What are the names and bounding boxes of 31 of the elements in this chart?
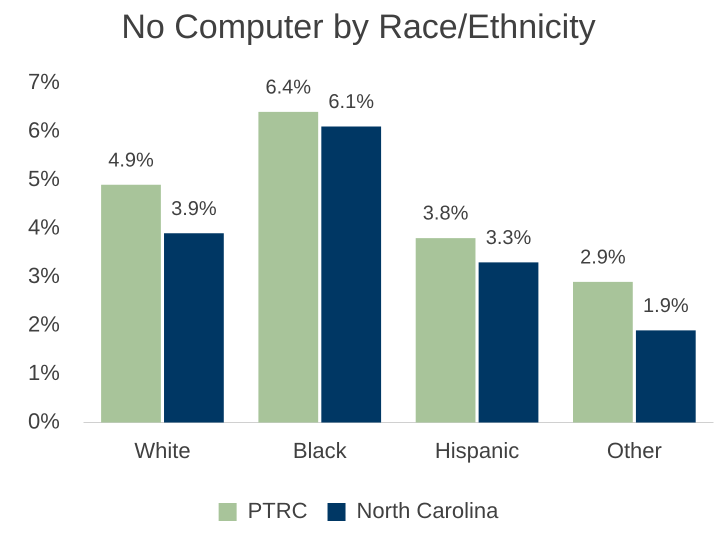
y-tick-label: 1% bbox=[28, 360, 60, 386]
legend-label: PTRC bbox=[248, 498, 308, 524]
bar bbox=[416, 238, 476, 423]
y-tick-label: 0% bbox=[28, 408, 60, 434]
bar bbox=[321, 126, 382, 423]
data-label: 3.8% bbox=[422, 202, 469, 225]
y-tick-label: 3% bbox=[28, 263, 60, 288]
data-label: 3.9% bbox=[171, 198, 217, 220]
bar bbox=[573, 282, 633, 423]
y-tick-label: 2% bbox=[28, 312, 60, 337]
y-tick-label: 7% bbox=[28, 68, 60, 94]
data-label: 3.3% bbox=[486, 226, 532, 249]
x-tick-label: White bbox=[134, 438, 191, 463]
bar bbox=[164, 233, 224, 423]
y-tick-label: 5% bbox=[28, 166, 60, 191]
x-tick-label: Hispanic bbox=[434, 438, 520, 463]
data-label: 6.4% bbox=[265, 76, 312, 98]
bar bbox=[636, 330, 696, 423]
x-tick-label: Other bbox=[606, 438, 662, 463]
bar bbox=[258, 112, 318, 423]
bar bbox=[478, 262, 538, 423]
data-label: 2.9% bbox=[580, 246, 626, 268]
x-tick-label: Black bbox=[292, 438, 348, 463]
legend-label: North Carolina bbox=[356, 498, 500, 524]
y-tick-label: 6% bbox=[28, 117, 60, 142]
data-label: 6.1% bbox=[328, 91, 374, 114]
chart-title: No Computer by Race/Ethnicity bbox=[121, 8, 596, 46]
data-label: 1.9% bbox=[643, 294, 689, 317]
y-tick-label: 4% bbox=[28, 214, 60, 240]
bar bbox=[101, 184, 161, 423]
data-label: 4.9% bbox=[108, 149, 154, 172]
